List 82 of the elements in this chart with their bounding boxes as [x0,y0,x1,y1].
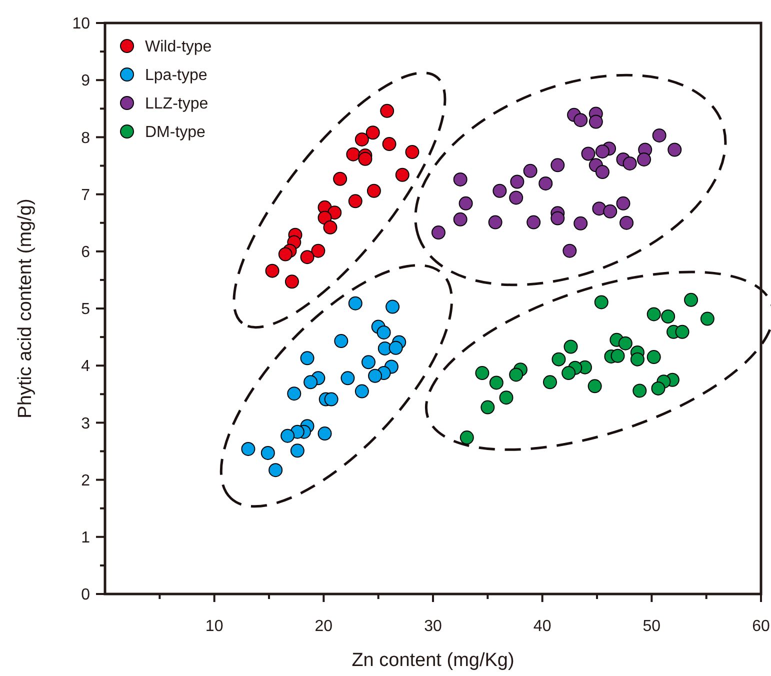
point [594,295,608,310]
point [260,446,275,460]
point [334,334,348,348]
point [300,351,314,366]
x-axis-title: Zn content (mg/Kg) [352,650,514,671]
x-tick-label: 50 [642,618,661,635]
point [552,352,566,366]
y-tick-label: 8 [81,130,90,147]
point [630,352,644,366]
point [376,325,391,340]
point [475,366,490,380]
legend-label: Lpa-type [145,67,208,84]
x-tick-label: 20 [314,618,333,635]
y-tick-label: 6 [81,244,90,261]
y-tick-label: 5 [81,301,90,318]
y-tick-label: 9 [81,72,90,90]
point [499,390,514,405]
x-tick-label: 10 [205,618,224,635]
point [284,274,299,289]
point [489,376,504,390]
point [340,371,355,386]
y-axis-title: Phytic acid content (mg/g) [15,198,36,418]
point [380,104,394,118]
point [366,184,381,198]
point [684,292,698,307]
y-tick-label: 3 [81,415,90,432]
point [361,355,376,370]
point [324,392,338,406]
point [366,126,380,140]
point [287,386,302,401]
point [318,426,332,441]
x-tick-label: 30 [424,618,442,635]
point [368,368,382,383]
point [509,368,524,382]
point [480,400,495,414]
y-tick-label: 1 [81,530,90,546]
legend-label: LLZ-type [145,96,208,113]
point [290,444,304,458]
point [661,309,676,324]
point [386,300,400,314]
y-tick-label: 2 [81,472,90,490]
point [348,296,362,310]
point [346,147,360,162]
point [588,379,602,394]
point [354,384,369,398]
point [382,137,396,152]
point [278,247,292,262]
point [323,220,338,234]
point [700,312,714,326]
point [562,366,576,380]
point [241,442,256,456]
point [300,250,314,264]
point [328,206,342,220]
point [542,375,557,390]
y-tick-label: 4 [81,358,90,376]
point [646,307,661,322]
point [280,428,295,443]
y-tick-label: 10 [72,16,90,33]
point [395,168,410,182]
legend-label: DM-type [145,124,206,142]
point [388,340,403,355]
point [333,172,348,186]
point [354,132,369,146]
point [610,348,625,363]
legend-label: Wild-type [145,38,212,56]
point [311,244,326,258]
point [651,381,666,396]
point [265,264,280,278]
y-tick-label: 7 [81,186,90,204]
y-tick-label: 0 [81,586,90,604]
point [632,384,647,398]
point [460,430,474,445]
point [618,336,632,350]
point [268,463,283,478]
point [348,194,362,208]
x-tick-label: 40 [533,618,552,635]
point [675,324,690,339]
point [564,340,578,354]
point [304,375,318,390]
point [358,152,372,166]
point [646,350,661,364]
x-tick-label: 60 [752,618,770,635]
